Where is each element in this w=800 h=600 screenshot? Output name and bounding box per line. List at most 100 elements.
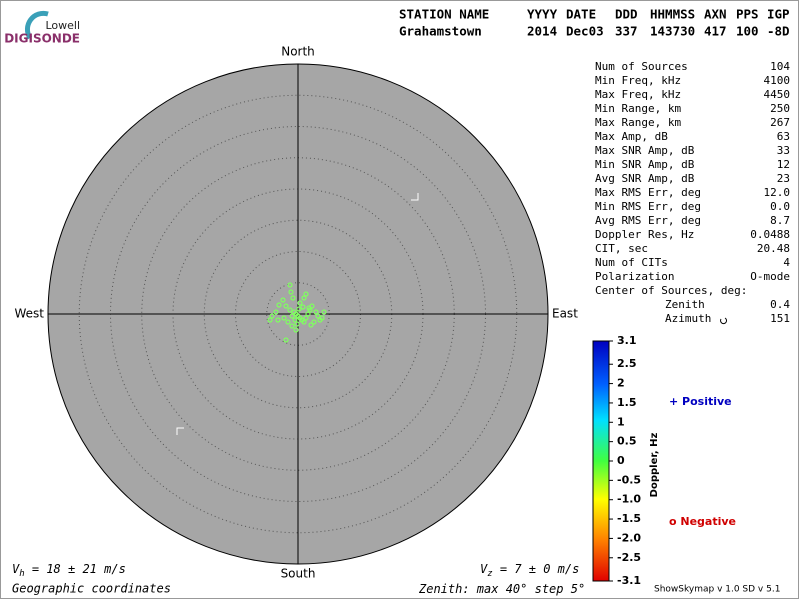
colorbar-tick-label: 0 bbox=[617, 454, 625, 467]
header: STATION NAME Grahamstown YYYY 2014 DATE Dec03… bbox=[399, 7, 790, 39]
vz: Vz = 7 ± 0 m/s bbox=[480, 562, 579, 579]
stat-label: Num of Sources bbox=[595, 60, 688, 73]
vz-symbol: V bbox=[480, 562, 488, 576]
stat-label: Num of CITs bbox=[595, 256, 668, 269]
source-point bbox=[308, 322, 314, 328]
stats-table: Num of Sources 104 Min Freq, kHz 4100 Max Fr… bbox=[595, 60, 790, 325]
stat-label: Min Range, km bbox=[595, 102, 681, 115]
stat-value: O-mode bbox=[750, 270, 790, 283]
colorbar-tick-label: -2.5 bbox=[617, 551, 641, 564]
stat-value: 20.48 bbox=[757, 242, 790, 255]
colorbar-tick-label: 1 bbox=[617, 415, 625, 428]
stat-label: Min RMS Err, deg bbox=[595, 200, 701, 213]
version: ShowSkymap v 1.0 SD v 5.1 bbox=[654, 585, 780, 595]
legend-positive: + Positive bbox=[669, 395, 732, 408]
source-point bbox=[269, 313, 275, 319]
source-point bbox=[281, 315, 287, 321]
source-point bbox=[301, 295, 307, 301]
source-point bbox=[287, 307, 293, 313]
coords: Geographic coordinates bbox=[12, 582, 171, 596]
source-point bbox=[283, 303, 289, 309]
header-column: YYYY bbox=[527, 7, 558, 22]
source-point bbox=[275, 317, 281, 323]
colorbar-ticks: 3.1 2.5 2 1.5 1 0.5 0 -0.5 -1.0 -1.5 -2.0 -2.5 -3.1 bbox=[609, 334, 641, 587]
colorbar-tick-label: 3.1 bbox=[617, 334, 637, 347]
stat-value: 12.0 bbox=[764, 186, 791, 199]
header-column: STATION NAME bbox=[399, 7, 489, 22]
stat-label: CIT, sec bbox=[595, 242, 648, 255]
stat-value: 250 bbox=[770, 102, 790, 115]
header-column: IGP bbox=[767, 7, 790, 22]
source-point bbox=[267, 317, 273, 323]
source-point bbox=[292, 317, 298, 323]
colorbar-tick-label: -0.5 bbox=[617, 473, 641, 486]
zenith-suffix: ° bbox=[578, 582, 585, 596]
stat-value: 104 bbox=[770, 60, 790, 73]
header-column: AXN bbox=[704, 7, 727, 22]
source-point bbox=[288, 289, 294, 295]
header-column: HHMMSS bbox=[650, 7, 695, 22]
stat-label: Max Freq, kHz bbox=[595, 88, 681, 101]
azimuth-icon bbox=[720, 317, 728, 325]
stat-value: 4 bbox=[783, 256, 790, 269]
header-value: 100 bbox=[736, 24, 759, 39]
source-point bbox=[311, 319, 317, 325]
stat-label: Avg RMS Err, deg bbox=[595, 214, 701, 227]
logo-top: Lowell bbox=[45, 19, 80, 32]
source-point bbox=[321, 309, 327, 315]
colorbar-tick-label: -1.0 bbox=[617, 493, 641, 506]
source-point bbox=[303, 291, 309, 297]
center-label: Center of Sources, deg: bbox=[595, 284, 747, 297]
header-value: 2014 bbox=[527, 24, 557, 39]
source-point bbox=[301, 319, 307, 325]
colorbar-tick-label: -3.1 bbox=[617, 574, 641, 587]
stat-value: 12 bbox=[777, 158, 790, 171]
source-point bbox=[280, 297, 286, 303]
source-point bbox=[305, 311, 311, 317]
stat-value: 4100 bbox=[764, 74, 791, 87]
stat-label: Max Range, km bbox=[595, 116, 681, 129]
source-point bbox=[285, 319, 291, 325]
colorbar-tick-label: 1.5 bbox=[617, 396, 637, 409]
colorbar-tick-label: 2 bbox=[617, 377, 625, 390]
azimuth-value: 151 bbox=[770, 312, 790, 325]
header-value: Grahamstown bbox=[399, 24, 482, 39]
zenith-max: 40 bbox=[506, 582, 520, 596]
source-point bbox=[276, 302, 282, 308]
stat-value: 0.0488 bbox=[750, 228, 790, 241]
stat-value: 267 bbox=[770, 116, 790, 129]
azimuth-label: Azimuth bbox=[665, 312, 711, 325]
corner-mark bbox=[176, 427, 184, 435]
header-value: -8D bbox=[767, 24, 790, 39]
header-column: PPS bbox=[736, 7, 759, 22]
stat-label: Min SNR Amp, dB bbox=[595, 158, 695, 171]
dir-south: South bbox=[281, 567, 316, 581]
source-point bbox=[300, 304, 306, 310]
source-point bbox=[303, 315, 309, 321]
vz-text: = 7 ± 0 m/s bbox=[493, 562, 580, 576]
source-point bbox=[315, 313, 321, 319]
source-point bbox=[297, 300, 303, 306]
stat-value: 8.7 bbox=[770, 214, 790, 227]
header-value: 337 bbox=[615, 24, 638, 39]
zenith-step: 5 bbox=[571, 582, 578, 596]
source-point bbox=[283, 337, 289, 343]
colorbar-tick-label: -1.5 bbox=[617, 512, 641, 525]
stat-label: Polarization bbox=[595, 270, 674, 283]
header-value: Dec03 bbox=[566, 24, 604, 39]
header-column: DDD bbox=[615, 7, 638, 22]
stat-label: Avg SNR Amp, dB bbox=[595, 172, 695, 185]
source-point bbox=[293, 327, 299, 333]
zenith-value: 0.4 bbox=[770, 298, 790, 311]
stat-value: 0.0 bbox=[770, 200, 790, 213]
source-point bbox=[273, 309, 279, 315]
vh-text: = 18 ± 21 m/s bbox=[25, 562, 126, 576]
stat-label: Min Freq, kHz bbox=[595, 74, 681, 87]
header-column: DATE bbox=[566, 7, 596, 22]
legend-negative: o Negative bbox=[669, 515, 736, 528]
stat-label: Doppler Res, Hz bbox=[595, 228, 694, 241]
source-point bbox=[313, 309, 319, 315]
source-point bbox=[319, 315, 325, 321]
source-point bbox=[296, 306, 302, 312]
